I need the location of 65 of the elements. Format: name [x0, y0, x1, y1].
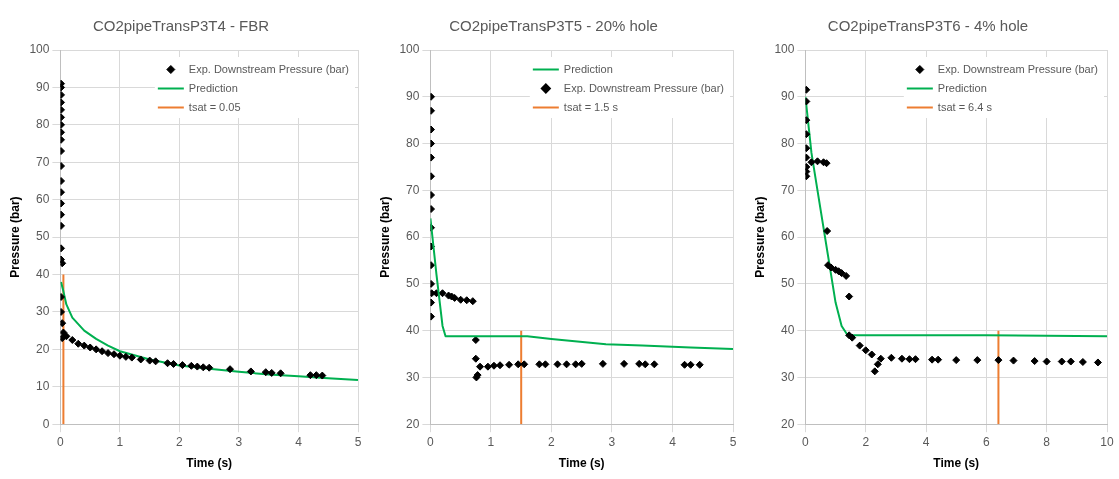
y-tick-label: 50: [781, 276, 795, 291]
y-tick-label: 20: [406, 416, 420, 431]
y-tick-label: 20: [781, 416, 795, 431]
y-tick-label: 20: [36, 341, 50, 356]
x-tick-label: 4: [295, 434, 303, 449]
legend-label: Exp. Downstream Pressure (bar): [563, 81, 725, 94]
y-tick-label: 100: [399, 42, 420, 57]
x-axis-title: Time (s): [933, 456, 980, 471]
x-tick-label: 1: [116, 434, 124, 449]
x-tick-label: 0: [802, 434, 810, 449]
x-tick-label: 1: [487, 434, 495, 449]
x-tick-label: 2: [176, 434, 184, 449]
y-tick-label: 70: [406, 182, 420, 197]
y-tick-label: 70: [36, 154, 50, 169]
y-tick-label: 80: [36, 117, 50, 132]
y-tick-label: 70: [781, 182, 795, 197]
y-tick-label: 10: [36, 379, 50, 394]
legend-label: Prediction: [188, 81, 238, 94]
legend-label: Prediction: [563, 62, 613, 75]
y-tick-label: 50: [406, 276, 420, 291]
x-tick-label: 4: [922, 434, 930, 449]
y-tick-label: 80: [406, 135, 420, 150]
x-tick-label: 10: [1100, 434, 1114, 449]
y-tick-label: 40: [36, 266, 50, 281]
legend-label: tsat = 6.4 s: [937, 100, 993, 113]
legend-label: tsat = 0.05: [188, 100, 241, 113]
y-tick-label: 90: [781, 89, 795, 104]
y-tick-label: 100: [774, 42, 795, 57]
y-tick-label: 30: [781, 369, 795, 384]
y-tick-label: 40: [406, 322, 420, 337]
legend-label: Exp. Downstream Pressure (bar): [188, 62, 350, 75]
legend-label: Exp. Downstream Pressure (bar): [937, 62, 1099, 75]
x-tick-label: 0: [427, 434, 435, 449]
y-axis-title: Pressure (bar): [752, 196, 767, 278]
y-axis-title: Pressure (bar): [377, 196, 392, 278]
y-tick-label: 90: [406, 89, 420, 104]
y-tick-label: 80: [781, 135, 795, 150]
y-tick-label: 60: [406, 229, 420, 244]
y-tick-label: 60: [36, 191, 50, 206]
x-tick-label: 5: [354, 434, 362, 449]
y-tick-label: 50: [36, 229, 50, 244]
y-tick-label: 90: [36, 79, 50, 94]
y-tick-label: 60: [781, 229, 795, 244]
x-tick-label: 3: [235, 434, 243, 449]
chart-title: CO2pipeTransP3T4 - FBR: [92, 17, 270, 35]
legend-label: Prediction: [937, 81, 987, 94]
y-tick-label: 30: [406, 369, 420, 384]
x-axis-title: Time (s): [186, 456, 233, 471]
x-tick-label: 4: [669, 434, 677, 449]
x-tick-label: 8: [1043, 434, 1051, 449]
x-tick-label: 6: [983, 434, 991, 449]
y-tick-label: 40: [781, 322, 795, 337]
x-tick-label: 0: [57, 434, 65, 449]
x-tick-label: 2: [862, 434, 870, 449]
x-tick-label: 3: [608, 434, 616, 449]
x-axis-title: Time (s): [558, 456, 605, 471]
x-tick-label: 5: [729, 434, 737, 449]
chart-title: CO2pipeTransP3T6 - 4% hole: [827, 17, 1029, 35]
y-tick-label: 0: [42, 416, 50, 431]
chart-title: CO2pipeTransP3T5 - 20% hole: [449, 17, 658, 35]
legend-label: tsat = 1.5 s: [563, 100, 619, 113]
y-axis-title: Pressure (bar): [7, 196, 22, 278]
y-tick-label: 100: [29, 42, 50, 57]
y-tick-label: 30: [36, 304, 50, 319]
x-tick-label: 2: [548, 434, 556, 449]
